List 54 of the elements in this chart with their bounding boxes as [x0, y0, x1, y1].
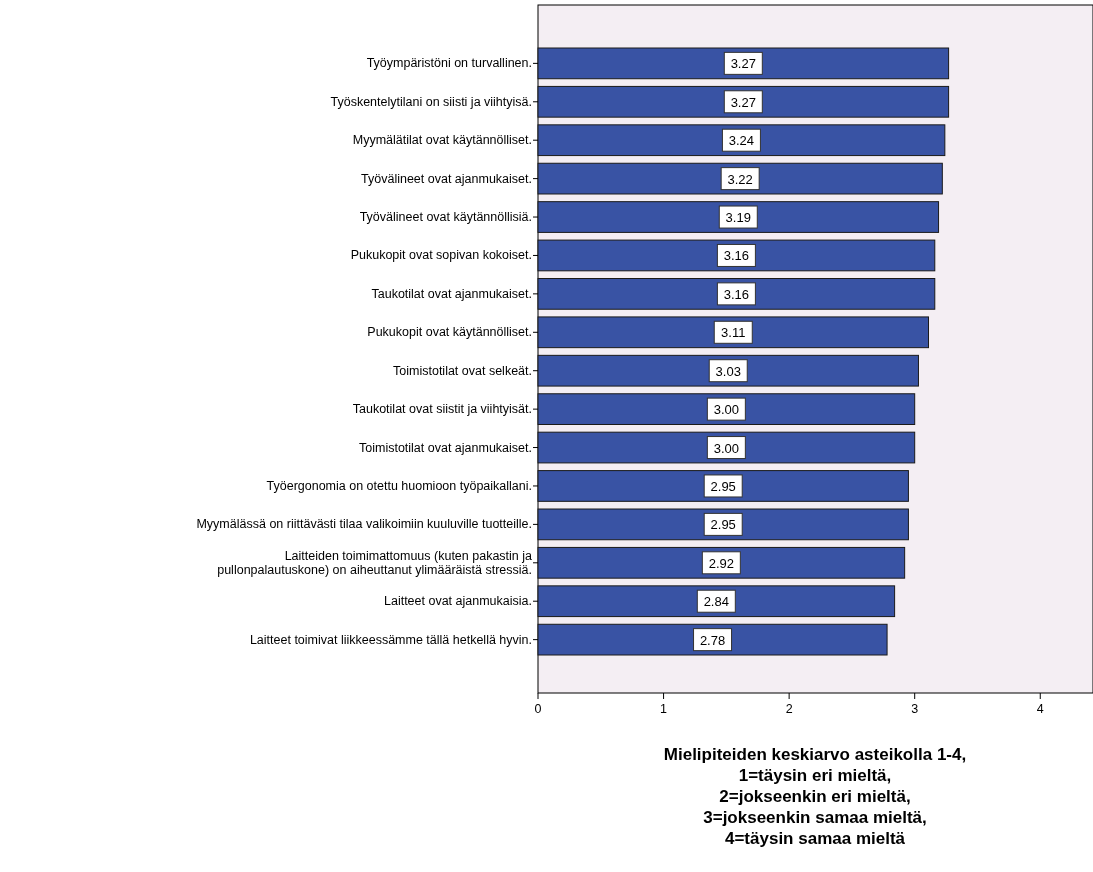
- y-tick-label: Työskentelytilani on siisti ja viihtyisä.: [330, 94, 532, 109]
- bar: [537, 124, 946, 157]
- bar: [537, 431, 916, 464]
- y-tick-label: Myymälätilat ovat käytännölliset.: [352, 133, 532, 148]
- bar: [537, 393, 916, 425]
- data-label: 2.95: [710, 517, 736, 533]
- y-tick-label: Työergonomia on otettu huomioon työpaikallani.: [266, 478, 532, 493]
- bar: [537, 508, 909, 541]
- bar: [537, 162, 943, 195]
- y-tick-label: Pukukopit ovat käytännölliset.: [367, 325, 532, 340]
- data-label: 2.95: [710, 478, 736, 494]
- data-label: 3.16: [723, 248, 750, 264]
- y-tick-label: Työvälineet ovat ajanmukaiset.: [361, 171, 532, 186]
- x-tick-label: 2: [785, 702, 793, 716]
- y-tick-label: Myymälässä on riittävästi tilaa valikoimiin kuuluville tuotteille.: [196, 517, 532, 532]
- y-tick-label: Taukotilat ovat ajanmukaiset.: [371, 286, 532, 301]
- bar: [537, 278, 936, 310]
- y-tick-label: Toimistotilat ovat selkeät.: [393, 363, 532, 378]
- y-tick-label: Laitteet ovat ajanmukaisia.: [383, 594, 532, 609]
- data-label: 2.84: [703, 594, 729, 610]
- data-label: 3.00: [713, 402, 739, 418]
- data-label: 3.11: [721, 325, 746, 341]
- data-label: 3.16: [723, 286, 750, 302]
- bar: [537, 239, 936, 272]
- x-tick-label: 0: [534, 702, 542, 716]
- data-label: 3.00: [713, 440, 739, 456]
- x-tick-label: 3: [911, 702, 919, 716]
- y-tick-label: Taukotilat ovat siistit ja viihtyisät.: [352, 402, 532, 417]
- bar: [537, 623, 888, 656]
- y-tick-label: Laitteiden toimimattomuus (kuten pakastin ja pullonpalautuskone) on aiheuttanut ylimääräistä stressiä.: [217, 548, 533, 577]
- x-tick-label: 1: [660, 702, 668, 716]
- bar: [537, 354, 919, 387]
- data-label: 3.27: [730, 56, 756, 72]
- x-tick-label: 4: [1036, 702, 1044, 716]
- data-label: 3.03: [715, 363, 741, 379]
- x-axis-title: Mielipiteiden keskiarvo asteikolla 1-4, 1=täysin eri mieltä, 2=jokseenkin eri mieltä, 3=jokseenkin samaa mieltä, 4=täysin samaa mieltä: [663, 745, 967, 848]
- y-tick-label: Työympäristöni on turvallinen.: [366, 56, 532, 71]
- y-tick-label: Työvälineet ovat käytännöllisiä.: [359, 210, 532, 225]
- bar: [537, 85, 950, 118]
- bar: [537, 201, 940, 233]
- y-tick-label: Toimistotilat ovat ajanmukaiset.: [359, 440, 532, 455]
- bar: [537, 585, 896, 618]
- data-label: 3.24: [728, 133, 755, 149]
- data-label: 2.92: [708, 555, 734, 571]
- bar: [537, 47, 950, 80]
- y-tick-label: Pukukopit ovat sopivan kokoiset.: [350, 248, 532, 263]
- data-label: 2.78: [699, 632, 726, 648]
- data-label: 3.22: [727, 171, 753, 187]
- y-tick-label: Laitteet toimivat liikkeessämme tällä hetkellä hyvin.: [249, 632, 532, 647]
- bar: [537, 470, 909, 502]
- bar: [537, 546, 906, 579]
- bar: [537, 316, 930, 349]
- data-label: 3.19: [725, 210, 751, 226]
- data-label: 3.27: [730, 94, 756, 110]
